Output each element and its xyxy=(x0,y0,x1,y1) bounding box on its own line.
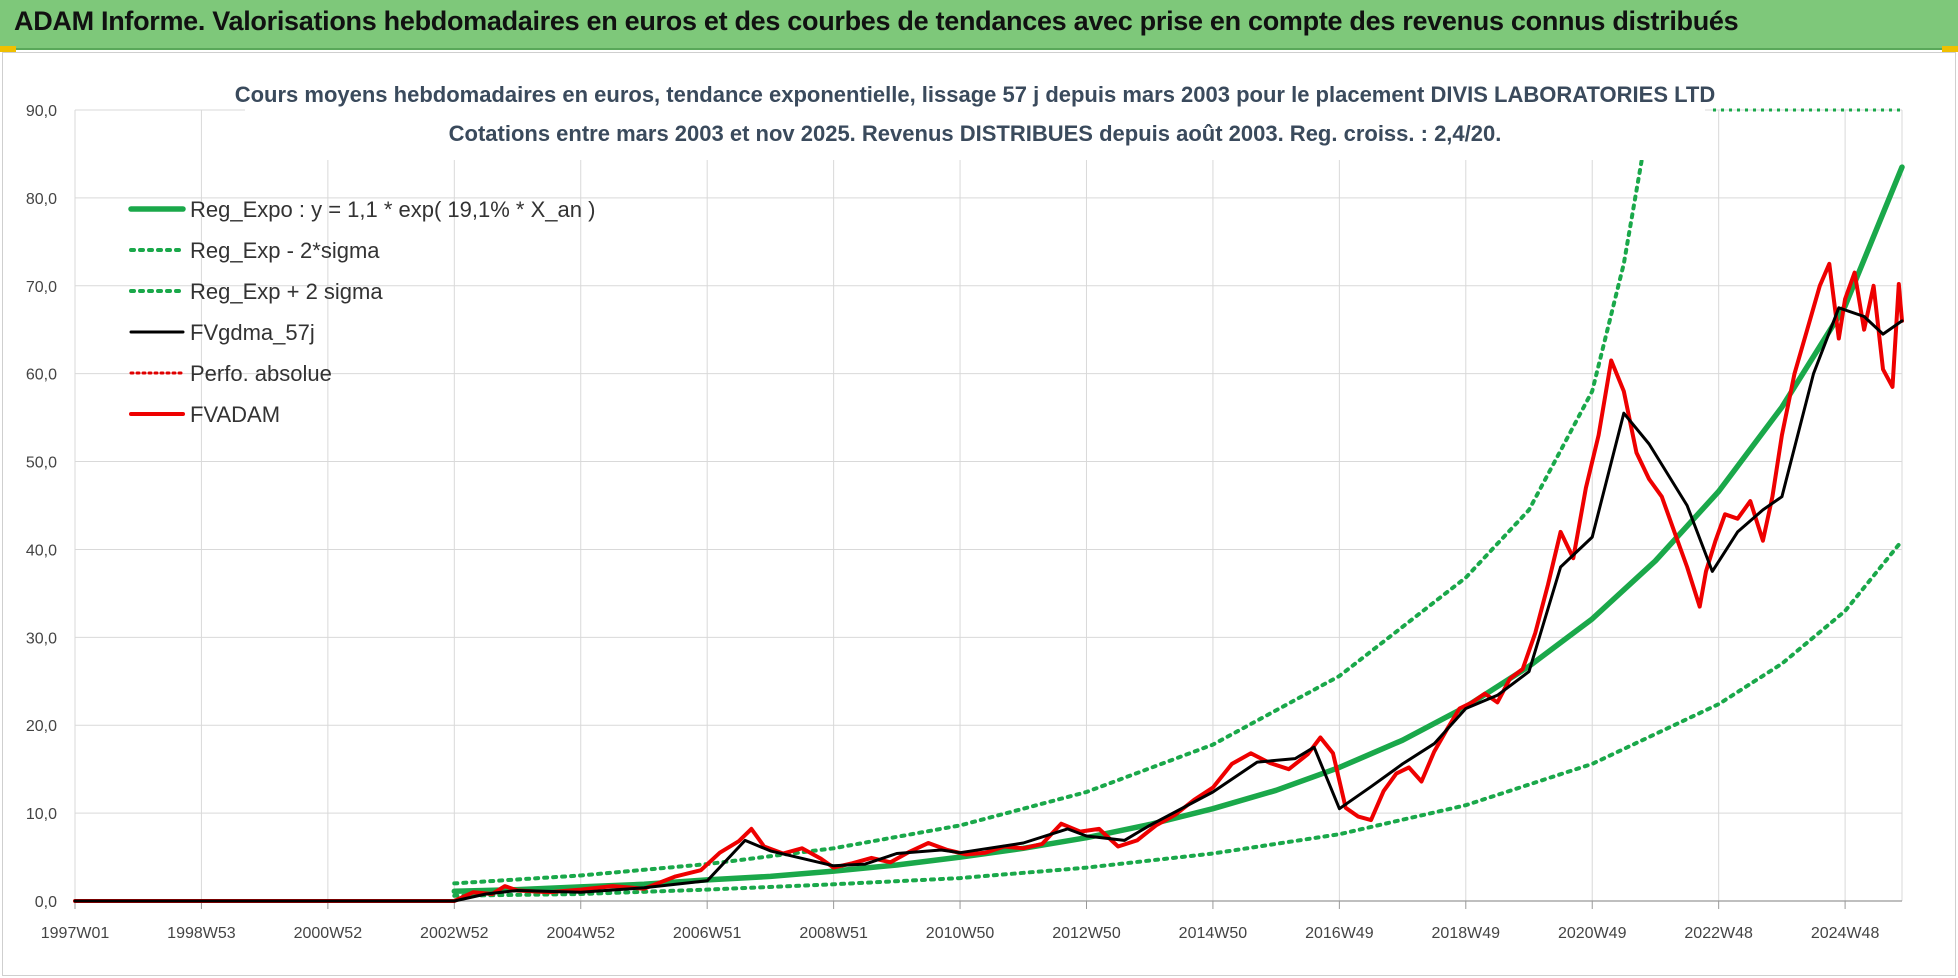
chart-title-line1: Cours moyens hebdomadaires en euros, ten… xyxy=(235,82,1716,107)
series-reg-expo xyxy=(451,164,1905,895)
chart-frame xyxy=(2,52,1956,976)
series-reg-exp-plus-2sigma xyxy=(452,151,1645,886)
series-layer xyxy=(73,151,1905,903)
y-tick-label: 10,0 xyxy=(26,806,57,823)
series-fvgdma-57j xyxy=(73,306,1904,903)
x-tick-label: 2016W49 xyxy=(1305,925,1374,942)
x-tick-label: 2000W52 xyxy=(294,925,363,942)
corner-accent-left xyxy=(0,46,16,52)
x-tick-label: 1997W01 xyxy=(41,925,110,942)
x-tick-label: 2010W50 xyxy=(926,925,995,942)
legend-label: FVADAM xyxy=(190,402,280,427)
series-reg-exp-minus-2sigma xyxy=(452,538,1904,898)
legend: Reg_Expo : y = 1,1 * exp( 19,1% * X_an )… xyxy=(128,197,595,427)
x-tick-label: 2018W49 xyxy=(1432,925,1501,942)
header-bar: ADAM Informe. Valorisations hebdomadaire… xyxy=(0,0,1958,50)
y-tick-label: 20,0 xyxy=(26,718,57,735)
legend-label: FVgdma_57j xyxy=(190,320,315,345)
y-tick-label: 80,0 xyxy=(26,191,57,208)
x-tick-label: 2020W49 xyxy=(1558,925,1627,942)
x-tick-label: 2014W50 xyxy=(1179,925,1248,942)
legend-label: Reg_Expo : y = 1,1 * exp( 19,1% * X_an ) xyxy=(190,197,595,222)
page-title: ADAM Informe. Valorisations hebdomadaire… xyxy=(14,6,1739,36)
x-tick-label: 2004W52 xyxy=(546,925,615,942)
x-tick-label: 2024W48 xyxy=(1811,925,1880,942)
y-tick-label: 90,0 xyxy=(26,103,57,120)
legend-label: Reg_Exp - 2*sigma xyxy=(190,238,380,263)
y-tick-label: 40,0 xyxy=(26,542,57,559)
title-backdrop xyxy=(245,74,1705,160)
x-tick-label: 2002W52 xyxy=(420,925,489,942)
y-tick-label: 0,0 xyxy=(35,894,57,911)
grid-layer xyxy=(74,108,1903,902)
x-tick-label: 2006W51 xyxy=(673,925,742,942)
y-tick-label: 60,0 xyxy=(26,367,57,384)
legend-label: Perfo. absolue xyxy=(190,361,332,386)
y-tick-label: 50,0 xyxy=(26,455,57,472)
x-tick-label: 1998W53 xyxy=(167,925,236,942)
y-tick-label: 70,0 xyxy=(26,279,57,296)
chart-title-line2: Cotations entre mars 2003 et nov 2025. R… xyxy=(449,121,1502,146)
x-tick-label: 2012W50 xyxy=(1052,925,1121,942)
legend-label: Reg_Exp + 2 sigma xyxy=(190,279,383,304)
x-tick-label: 2022W48 xyxy=(1684,925,1753,942)
corner-accent-right xyxy=(1942,46,1958,52)
x-tick-label: 2008W51 xyxy=(799,925,868,942)
axis-layer: 0,0 10,0 20,0 30,0 40,0 50,0 60,0 70,0 80,0 90,0 1… xyxy=(26,103,1902,942)
y-tick-label: 30,0 xyxy=(26,630,57,647)
